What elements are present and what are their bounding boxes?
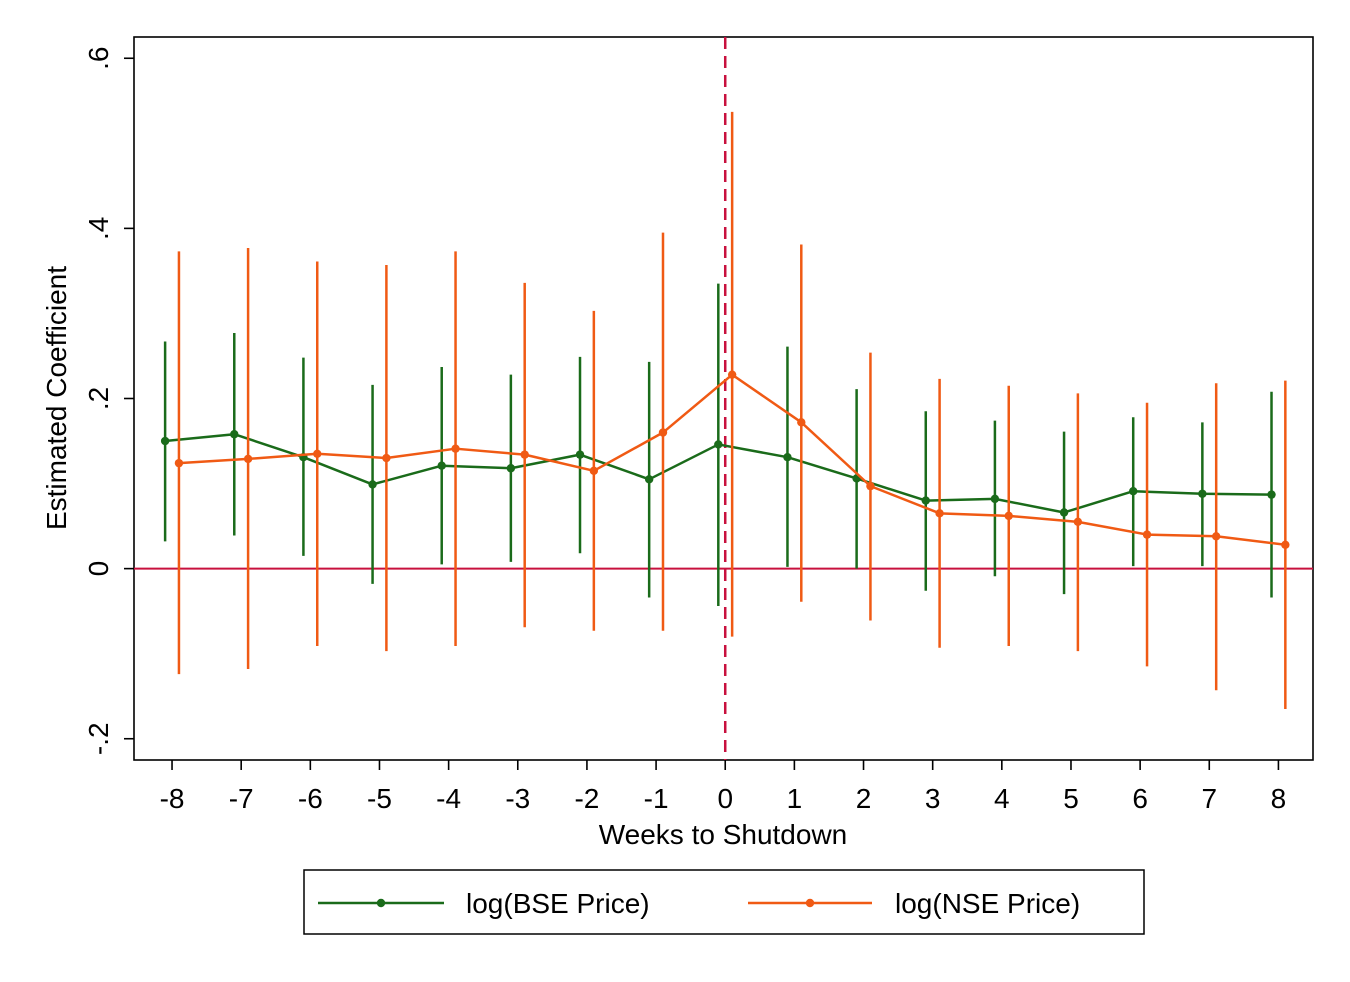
- data-point: [783, 452, 792, 462]
- legend-items: log(BSE Price) log(NSE Price): [318, 888, 1080, 919]
- y-tick-label: .6: [83, 47, 114, 70]
- x-tick-label: 5: [1063, 783, 1079, 814]
- data-point: [990, 494, 1000, 504]
- legend: log(BSE Price) log(NSE Price): [303, 869, 1145, 935]
- data-point: [714, 440, 723, 449]
- x-tick-label: -3: [505, 783, 530, 814]
- x-tick-label: -4: [436, 783, 461, 814]
- data-point: [921, 496, 930, 505]
- y-axis: -.2 0 .2 .4 .6: [83, 47, 134, 755]
- data-point: [1004, 511, 1013, 521]
- data-point: [1073, 517, 1083, 527]
- data-point: [727, 370, 737, 379]
- data-point: [1198, 489, 1207, 498]
- y-tick-label: .2: [83, 387, 114, 410]
- data-point: [313, 449, 322, 458]
- legend-item-1: log(BSE Price): [318, 888, 650, 919]
- x-tick-label: 6: [1132, 783, 1148, 814]
- data-point: [1211, 532, 1221, 541]
- x-axis-label: Weeks to Shutdown: [599, 819, 848, 850]
- legend-label: log(BSE Price): [466, 888, 650, 919]
- data-point: [1267, 490, 1276, 499]
- data-point: [589, 466, 599, 475]
- series-layer: [160, 111, 1290, 709]
- legend-swatch-marker: [376, 898, 386, 908]
- data-point: [658, 428, 668, 437]
- data-point: [174, 458, 184, 468]
- x-tick-label: 8: [1271, 783, 1287, 814]
- y-axis-label: Estimated Coefficient: [41, 266, 72, 530]
- data-point: [1142, 530, 1152, 539]
- x-tick-label: 1: [787, 783, 803, 814]
- data-point: [230, 430, 239, 439]
- legend-item-2: log(NSE Price): [748, 888, 1080, 919]
- data-point: [797, 418, 806, 427]
- data-point: [243, 454, 253, 464]
- series-2: [174, 111, 1290, 709]
- legend-swatch-marker: [805, 898, 815, 908]
- reference-lines: [134, 37, 1313, 760]
- data-point: [1059, 508, 1069, 517]
- x-tick-label: -7: [229, 783, 254, 814]
- data-point: [1281, 540, 1290, 550]
- data-point: [575, 450, 585, 459]
- data-point: [437, 461, 446, 470]
- data-point: [160, 436, 170, 446]
- data-point: [382, 453, 391, 463]
- x-tick-label: 7: [1201, 783, 1217, 814]
- data-point: [1129, 487, 1138, 496]
- y-tick-label: .4: [83, 217, 114, 240]
- data-point: [644, 475, 654, 484]
- series-1: [160, 283, 1276, 607]
- x-tick-label: -8: [160, 783, 185, 814]
- x-tick-label: 4: [994, 783, 1010, 814]
- data-point: [935, 509, 944, 518]
- y-tick-label: 0: [83, 561, 114, 577]
- x-tick-label: -6: [298, 783, 323, 814]
- legend-label: log(NSE Price): [895, 888, 1080, 919]
- plot-frame: [133, 36, 1314, 761]
- x-tick-label: 0: [717, 783, 733, 814]
- data-point: [451, 444, 460, 453]
- x-tick-label: -2: [574, 783, 599, 814]
- x-axis: -8 -7 -6 -5 -4 -3 -2 -1 0 1 2 3 4 5 6 7 8: [160, 760, 1287, 814]
- data-point: [506, 464, 516, 473]
- x-tick-label: 3: [925, 783, 941, 814]
- y-tick-label: -.2: [83, 722, 114, 755]
- data-point: [866, 481, 875, 491]
- data-point: [368, 480, 377, 489]
- x-tick-label: -1: [644, 783, 669, 814]
- x-tick-label: 2: [856, 783, 872, 814]
- x-tick-label: -5: [367, 783, 392, 814]
- data-point: [520, 450, 529, 459]
